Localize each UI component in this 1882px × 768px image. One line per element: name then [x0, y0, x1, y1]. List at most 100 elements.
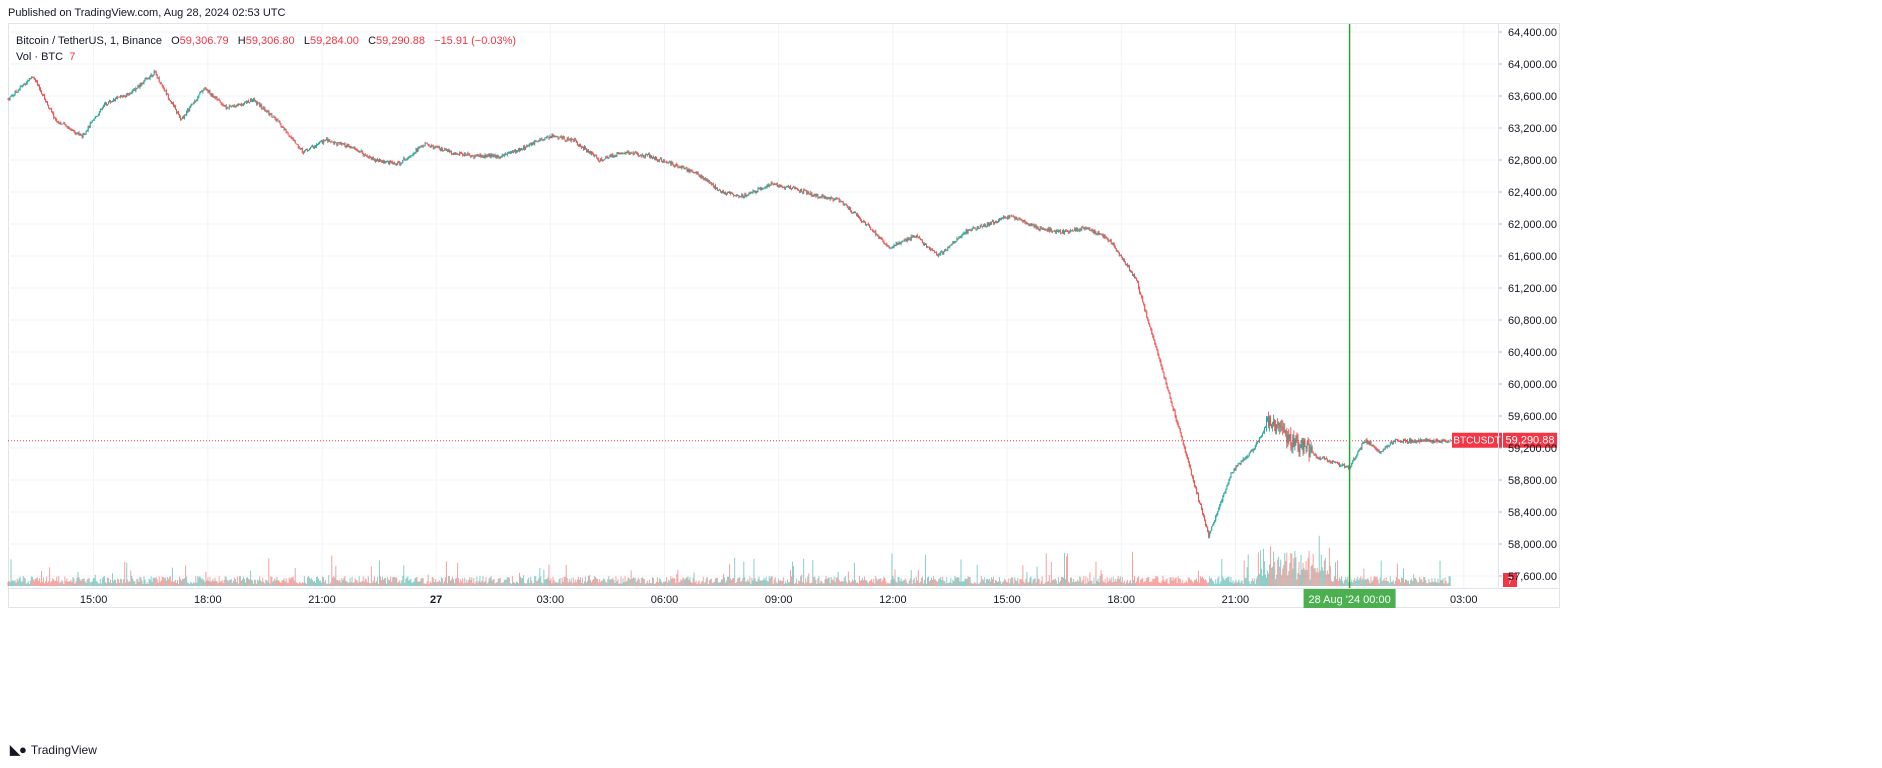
candle-body [1371, 445, 1373, 447]
candle-body [1391, 441, 1393, 444]
candle-body [1167, 388, 1169, 391]
candle-body [325, 140, 327, 142]
volume-bar [1135, 582, 1137, 586]
candle-body [652, 156, 654, 158]
volume-bar [196, 582, 198, 586]
volume-bar [1340, 579, 1342, 586]
volume-bar [1444, 577, 1446, 586]
x-tick-label: 09:00 [765, 594, 793, 606]
candle-body [1392, 440, 1394, 444]
volume-bar [357, 582, 359, 586]
volume-bar [830, 576, 832, 586]
candle-body [991, 220, 993, 222]
close-key: C [368, 35, 377, 47]
price-tag-bg [1503, 432, 1557, 448]
candle-body [1368, 441, 1370, 445]
volume-bar [51, 581, 53, 586]
volume-bar [126, 562, 128, 586]
volume-bar [932, 579, 934, 586]
volume-bar [787, 582, 789, 586]
candle-body [149, 76, 151, 79]
volume-bar [1011, 577, 1013, 586]
candle-body [1295, 436, 1297, 442]
candle-body [1091, 230, 1093, 231]
volume-bar [283, 578, 285, 586]
volume-bar [259, 576, 261, 586]
volume-bar [1228, 576, 1230, 586]
volume-bar [835, 577, 837, 586]
candle-body [406, 159, 408, 160]
candle-body [617, 152, 619, 154]
volume-bar [431, 577, 433, 586]
candle-body [1396, 439, 1398, 441]
volume-bar [533, 582, 535, 586]
volume-bar [563, 576, 565, 586]
candle-body [701, 176, 703, 179]
candle-body [316, 144, 318, 147]
volume-bar [139, 576, 141, 586]
candle-body [891, 247, 893, 249]
candle-body [486, 155, 488, 157]
volume-bar [112, 573, 114, 586]
candle-body [25, 83, 27, 85]
volume-bar [577, 576, 579, 586]
volume-bar [532, 583, 534, 586]
candle-body [636, 153, 638, 154]
candle-body [710, 182, 712, 185]
volume-bar [1033, 578, 1035, 586]
candle-body [799, 190, 801, 192]
volume-bar [762, 579, 764, 586]
volume-bar [456, 578, 458, 586]
volume-bar [1290, 552, 1292, 586]
candle-body [74, 131, 76, 134]
candle-body [279, 122, 281, 124]
volume-bar [457, 562, 459, 586]
volume-bar [624, 576, 626, 586]
candle-body [61, 123, 63, 125]
volume-bar [312, 581, 314, 586]
volume-bar [896, 582, 898, 586]
volume-bar [759, 580, 761, 586]
volume-bar [320, 580, 322, 586]
chart-grid [8, 24, 1498, 588]
volume-bar [869, 580, 871, 586]
candle-body [164, 90, 166, 92]
candle-body [1378, 450, 1380, 453]
candle-body [632, 152, 634, 155]
footer-branding[interactable]: ◣● TradingView [10, 742, 97, 758]
candle-body [1317, 457, 1319, 459]
volume-bar [1405, 579, 1407, 586]
volume-bar [1097, 578, 1099, 586]
candle-body [759, 188, 761, 190]
candle-body [1171, 402, 1173, 407]
volume-bar [201, 579, 203, 586]
candle-body [769, 184, 771, 186]
volume-bar [435, 582, 437, 586]
volume-bar [280, 583, 282, 586]
candle-body [1068, 231, 1070, 233]
candle-body [990, 221, 992, 225]
volume-bar [545, 578, 547, 586]
candle-body [885, 244, 887, 246]
candle-body [1028, 224, 1030, 226]
volume-bar [231, 582, 233, 586]
volume-bar [641, 577, 643, 586]
volume-bar [576, 579, 578, 586]
volume-bar [222, 583, 224, 586]
volume-bar [1111, 582, 1113, 586]
candle-body [447, 150, 449, 152]
candle-body [728, 191, 730, 193]
volume-bar [689, 577, 691, 586]
volume-bar [1432, 581, 1434, 586]
candle-body [1211, 526, 1213, 531]
candle-body [289, 136, 291, 138]
candle-body [1227, 483, 1229, 486]
candle-body [13, 94, 15, 96]
candle-body [1094, 230, 1096, 233]
volume-bar [924, 554, 926, 586]
volume-bar [1297, 572, 1299, 586]
candle-body [951, 243, 953, 245]
candle-body [963, 233, 965, 235]
candle-body [385, 161, 387, 163]
